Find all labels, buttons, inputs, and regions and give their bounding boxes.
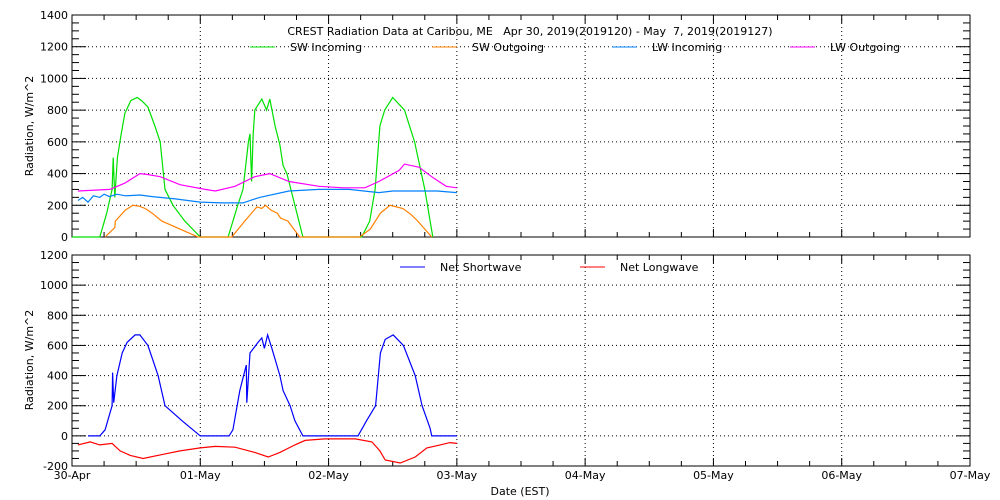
chart-title: CREST Radiation Data at Caribou, ME Apr … [287,25,772,38]
y-tick-label: 200 [47,199,68,212]
x-tick-label: 07-May [950,469,991,482]
x-tick-label: 30-Apr [54,469,91,482]
y-tick-label: -200 [43,460,68,473]
y-axis-label-bottom: Radiation, W/m^2 [23,310,36,411]
x-tick-label: 02-May [308,469,349,482]
x-tick-label: 04-May [565,469,606,482]
y-tick-label: 200 [47,400,68,413]
plot-frame [71,254,971,467]
x-tick-label: 05-May [693,469,734,482]
y-tick-label: 1200 [40,249,68,262]
legend-label: Net Shortwave [440,261,522,274]
x-tick-label: 03-May [436,469,477,482]
legend-label: LW Outgoing [830,41,900,54]
y-tick-label: 1000 [40,279,68,292]
legend-label: Net Longwave [620,261,699,274]
series-line-sw-incoming [72,96,434,238]
series-line-net-shortwave [88,332,457,437]
x-tick-label: 01-May [180,469,221,482]
y-axis-label-top: Radiation, W/m^2 [23,76,36,177]
y-tick-label: 1000 [40,72,68,85]
y-tick-label: 600 [47,136,68,149]
series-line-lw-outgoing [77,163,457,192]
y-tick-label: 0 [61,430,68,443]
series-line-net-longwave [77,438,457,464]
series-line-lw-incoming [77,188,457,204]
y-tick-label: 800 [47,309,68,322]
top-panel-radiation-components: 0 200 400 600 800 1000 1200 1400 SW Incoming SW O… [40,9,971,244]
y-tick-label: 1400 [40,9,68,22]
y-tick-label: 600 [47,339,68,352]
x-axis-label: Date (EST) [490,485,549,498]
legend-label: SW Incoming [290,41,362,54]
series-line-sw-outgoing [104,204,433,238]
bottom-panel-net-radiation: -200 0 200 400 600 800 1000 1200 30-Apr 01-May 02-… [40,249,991,482]
y-tick-label: 400 [47,370,68,383]
y-tick-label: 800 [47,104,68,117]
legend-label: LW Incoming [652,41,722,54]
y-tick-label: 1200 [40,41,68,54]
y-tick-label: 400 [47,168,68,181]
legend-label: SW Outgoing [472,41,544,54]
y-tick-label: 0 [61,231,68,244]
x-tick-label: 06-May [821,469,862,482]
